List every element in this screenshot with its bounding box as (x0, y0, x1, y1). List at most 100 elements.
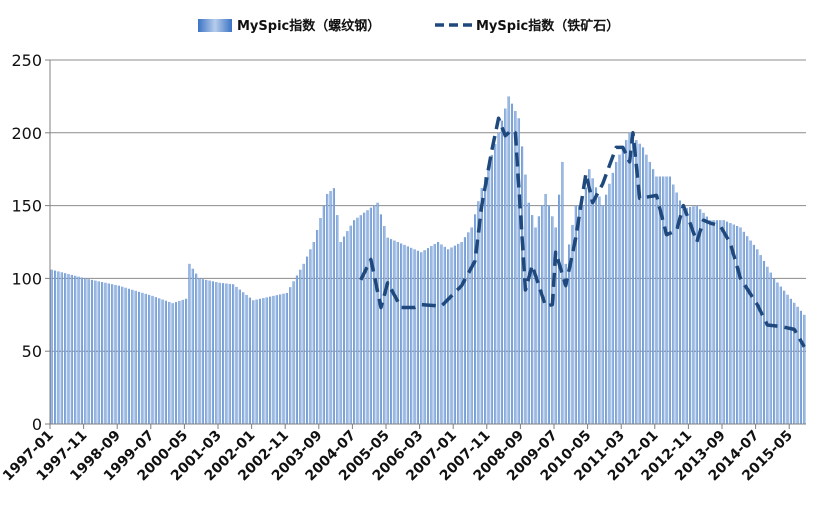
y-tick-label: 250 (11, 51, 42, 70)
rebar-bar (94, 280, 97, 424)
rebar-bar (537, 216, 540, 424)
rebar-bar (363, 212, 366, 424)
rebar-bar (87, 279, 90, 424)
rebar-bar (796, 306, 799, 424)
rebar-bar (101, 282, 104, 424)
rebar-bar (124, 287, 127, 424)
rebar-bar (114, 284, 117, 424)
rebar-bar (447, 249, 450, 424)
rebar-bar (292, 281, 295, 424)
rebar-bar (598, 196, 601, 424)
rebar-bar (682, 208, 685, 424)
rebar-bar (766, 266, 769, 424)
rebar-bar (416, 250, 419, 424)
rebar-bar (736, 225, 739, 424)
rebar-bar (450, 247, 453, 424)
rebar-bar (316, 229, 319, 424)
rebar-bar (457, 243, 460, 424)
rebar-bar (423, 250, 426, 424)
rebar-bar (601, 205, 604, 424)
rebar-bar (558, 194, 561, 424)
rebar-bar (769, 272, 772, 424)
rebar-bar (228, 283, 231, 424)
rebar-bar (584, 187, 587, 424)
rebar-bar (702, 212, 705, 424)
rebar-bar (715, 220, 718, 424)
rebar-bar (635, 140, 638, 424)
rebar-bar (104, 282, 107, 424)
rebar-bar (705, 216, 708, 424)
rebar-bar (54, 270, 57, 424)
rebar-bar (302, 263, 305, 424)
rebar-bar (608, 183, 611, 424)
rebar-bar (786, 294, 789, 424)
y-tick-label: 0 (32, 415, 42, 434)
rebar-bar (695, 205, 698, 424)
rebar-bar (279, 294, 282, 424)
rebar-bar (50, 269, 53, 424)
rebar-bar (749, 240, 752, 424)
rebar-bar (215, 282, 218, 424)
y-tick-label: 200 (11, 124, 42, 143)
rebar-bar (531, 215, 534, 424)
rebar-bar (97, 281, 100, 424)
rebar-bar (564, 263, 567, 424)
y-axis: 0 50 100 150 200 250 (11, 51, 50, 434)
rebar-bar (222, 283, 225, 424)
rebar-bar (420, 252, 423, 424)
axes (49, 60, 806, 425)
rebar-bar (400, 243, 403, 424)
rebar-bar (353, 220, 356, 424)
x-axis: 1997-011997-111998-091999-072000-052001-… (0, 424, 796, 484)
rebar-bar (238, 289, 241, 424)
rebar-bar (127, 288, 130, 424)
rebar-bar (799, 310, 802, 424)
rebar-bar (752, 244, 755, 424)
rebar-bar (299, 269, 302, 424)
rebar-bar (625, 140, 628, 424)
rebar-bar (541, 205, 544, 424)
rebar-bar (349, 225, 352, 424)
rebar-bar (289, 287, 292, 424)
rebar-bar (396, 242, 399, 424)
rebar-bar (504, 108, 507, 424)
rebar-bar (776, 282, 779, 424)
legend-label-iron-ore: MySpic指数（铁矿石） (476, 18, 619, 34)
rebar-bar (275, 295, 278, 424)
rebar-bar (107, 283, 110, 424)
rebar-bar (474, 214, 477, 424)
rebar-bar (793, 302, 796, 424)
rebar-bar (168, 301, 171, 424)
rebar-bar (181, 299, 184, 424)
rebar-bar (638, 143, 641, 424)
rebar-bar (756, 249, 759, 424)
iron-ore-index-line (359, 116, 806, 348)
rebar-bar (611, 172, 614, 424)
rebar-bar (60, 272, 63, 424)
rebar-bar (306, 256, 309, 424)
rebar-bar (803, 314, 806, 424)
rebar-bar (773, 278, 776, 424)
rebar-bar (383, 225, 386, 424)
rebar-bar (218, 282, 221, 424)
rebar-bar (571, 225, 574, 424)
rebar-bar (739, 227, 742, 424)
rebar-bar (759, 255, 762, 424)
rebar-bar (111, 284, 114, 424)
rebar-bar (524, 174, 527, 424)
legend-swatch-rebar (198, 19, 232, 32)
rebar-bar (161, 299, 164, 424)
rebar-bar (258, 298, 262, 424)
rebar-bar (746, 236, 749, 424)
rebar-bar (80, 277, 83, 424)
rebar-bar (467, 232, 470, 424)
rebar-bar (551, 216, 554, 424)
rebar-bar (578, 205, 581, 424)
rebar-bar (658, 176, 661, 424)
rebar-bar (642, 147, 645, 425)
rebar-bar (148, 294, 151, 424)
rebar-bar (342, 236, 346, 424)
rebar-bar (366, 210, 369, 424)
rebar-bar (507, 96, 510, 425)
